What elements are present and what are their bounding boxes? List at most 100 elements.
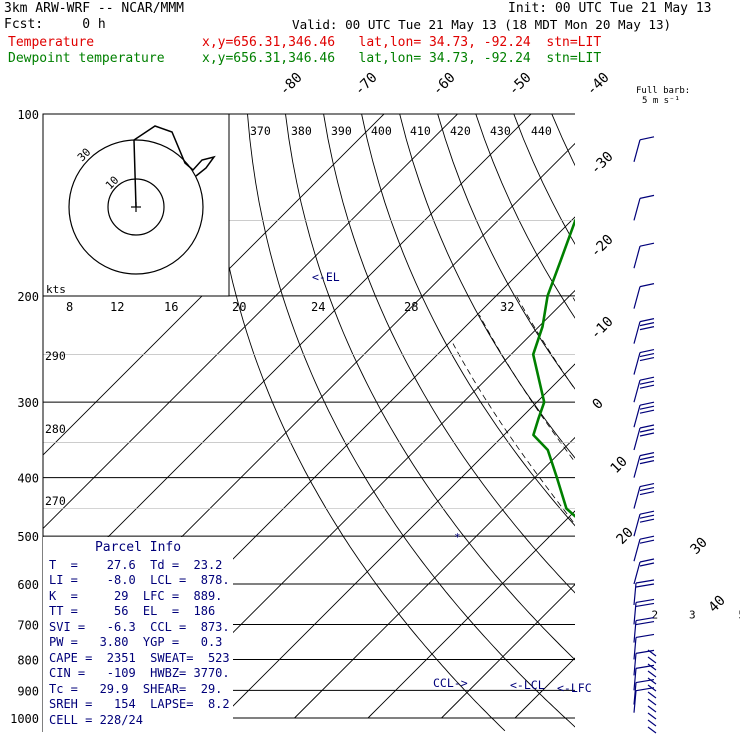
isotherm-line (43, 114, 458, 530)
pressure-tick-label: 300 (17, 396, 39, 410)
wind-barb-staff (633, 486, 641, 509)
wind-barb-flag (639, 432, 655, 437)
isotherm-line (514, 657, 575, 719)
theta-label: 400 (371, 124, 392, 138)
wind-barb-staff (633, 352, 641, 375)
parcel-info-row: K = 29 LFC = 889. (49, 588, 223, 603)
temperature-tick-label: 20 (614, 525, 637, 548)
wind-barb-flag (639, 283, 655, 288)
wind-barb-flag (639, 326, 655, 331)
wind-barb-staff (647, 684, 657, 692)
wind-barb-flag (635, 598, 655, 604)
wind-barb-staff (647, 705, 657, 713)
sounding-curves (531, 114, 740, 718)
pressure-tick-label: 1000 (10, 712, 39, 726)
parcel-info-row: CIN = -109 HWBZ= 3770. (49, 666, 230, 680)
hodograph-axis-label: 28 (404, 300, 418, 314)
wind-barb-staff (633, 455, 641, 478)
forecast-hour: Fcst: 0 h (4, 17, 106, 32)
temperature-station-info: x,y=656.31,346.46 lat,lon= 34.73, -92.24… (202, 35, 602, 50)
wind-barb-flag (639, 490, 655, 496)
wind-barb-staff (647, 712, 657, 720)
hodograph-trace (133, 125, 216, 208)
parcel-info-row: T = 27.6 Td = 23.2 (49, 557, 223, 572)
mixing-ratio-label: 3 (689, 608, 696, 621)
mixing-ratio-label: 2 (652, 608, 659, 621)
theta-label: 430 (490, 124, 511, 138)
moist-adiabat-line (516, 295, 575, 390)
wind-barb-flag (635, 583, 655, 588)
wind-barb-flag (639, 136, 655, 141)
dry-adiabat-line (704, 114, 740, 731)
isotherm-line (589, 114, 740, 718)
wind-barb-staff (633, 582, 637, 606)
isotherm-line (220, 363, 575, 719)
wind-barb-flag (635, 687, 655, 692)
el-marker: <-EL (312, 270, 340, 284)
dewpoint-station-info: x,y=656.31,346.46 lat,lon= 34.73, -92.24… (202, 51, 602, 66)
wind-barb-staff (633, 198, 641, 221)
pressure-tick-label: 700 (17, 618, 39, 632)
theta-label: 420 (450, 124, 471, 138)
dry-adiabat-line (399, 114, 575, 459)
wind-barb-staff (647, 663, 657, 671)
lcl-marker: <-LCL (510, 678, 545, 692)
wind-barb-flag (635, 633, 655, 639)
temperature-curve (697, 114, 740, 718)
temperature-legend-label: Temperature (8, 35, 95, 50)
temperature-tick-label: -10 (588, 314, 617, 343)
theta-label: 290 (45, 349, 66, 363)
wind-barb-flag (639, 242, 655, 247)
temperature-tick-label: -20 (588, 232, 617, 261)
temperature-tick-label: -50 (506, 70, 535, 99)
wind-barb-staff (633, 246, 641, 269)
wind-level-marker: * (454, 531, 461, 544)
theta-label: 390 (331, 124, 352, 138)
parcel-info-row: LI = -8.0 LCL = 878. (49, 573, 230, 587)
wind-barb-flag (639, 535, 655, 540)
wind-barb-staff (633, 514, 641, 537)
hodograph-axis-label: 8 (66, 300, 73, 314)
parcel-info-title: Parcel Info (94, 540, 182, 555)
moist-adiabat-line (452, 343, 575, 526)
isotherm-line (736, 114, 740, 718)
isotherm-line (662, 114, 740, 718)
wind-barb-staff (633, 561, 641, 585)
valid-time: Valid: 00 UTC Tue 21 May 13 (18 MDT Mon … (292, 17, 672, 32)
theta-label: 370 (250, 124, 271, 138)
wind-barb-flag (639, 318, 655, 323)
wind-barb-flag (635, 620, 655, 626)
theta-label: 280 (45, 422, 66, 436)
temperature-tick-label: 30 (688, 535, 711, 558)
wind-barb-flag (639, 401, 655, 406)
wind-barb-flag (639, 405, 655, 410)
barb-legend-line2: 5 m s⁻¹ (642, 96, 680, 106)
dry-adiabat-line (323, 114, 575, 594)
pressure-tick-label: 100 (17, 108, 39, 122)
dry-adiabat-line (285, 114, 575, 661)
pressure-tick-label: 500 (17, 530, 39, 544)
temperature-tick-label: -60 (430, 70, 459, 99)
wind-barb-flag (639, 348, 655, 354)
hodograph-ring (68, 139, 204, 275)
model-title: 3km ARW-WRF -- NCAR/MMM (4, 1, 185, 16)
wind-barb-flag (639, 409, 655, 414)
wind-barb-staff (633, 286, 641, 309)
temperature-tick-label: 40 (706, 593, 729, 616)
wind-barb-flag (639, 486, 655, 492)
hodograph-ring (107, 178, 165, 236)
temperature-tick-label: 0 (590, 396, 607, 413)
hodograph-axis-label: 32 (500, 300, 514, 314)
pressure-tick-label: 200 (17, 290, 39, 304)
wind-barb-flag (639, 460, 655, 465)
wind-barb-flag (635, 579, 655, 584)
wind-barb-flag (635, 616, 655, 622)
parcel-info-row: SREH = 154 LAPSE= 8.2 (49, 697, 230, 711)
isotherm-line (367, 510, 575, 719)
wind-barb-flag (639, 510, 655, 515)
wind-barb-staff (647, 719, 657, 727)
hodograph-unit-label: kts (46, 283, 66, 296)
temperature-tick-label: 10 (608, 454, 631, 477)
wind-barb-flag (639, 424, 655, 429)
dry-adiabat-line (209, 114, 506, 732)
